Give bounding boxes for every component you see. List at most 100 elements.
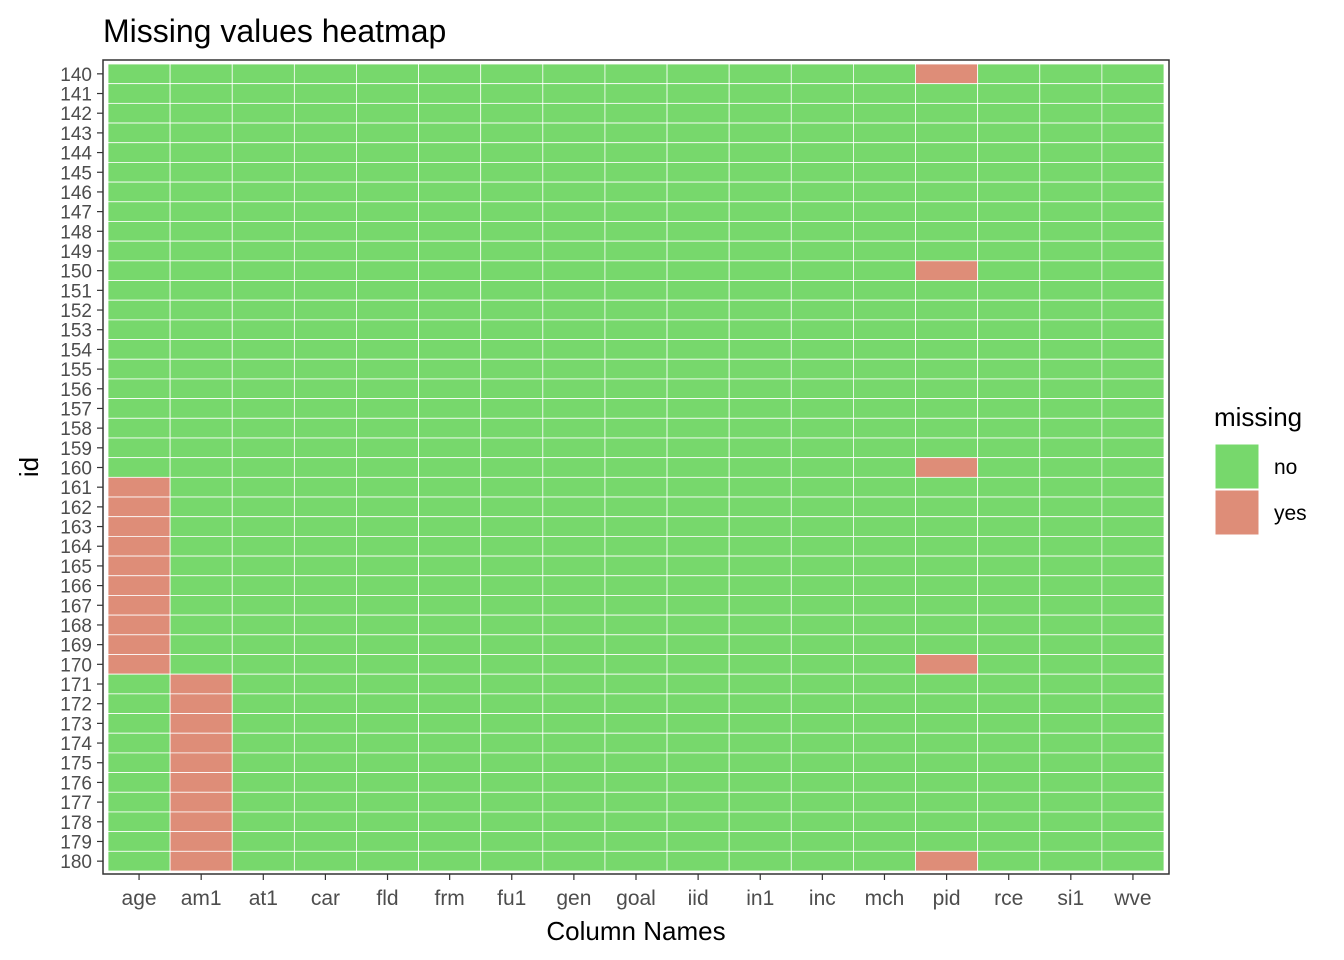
heatmap-cell [480, 181, 544, 203]
heatmap-cell [1039, 614, 1103, 636]
heatmap-cell [169, 260, 233, 281]
heatmap-cell [418, 339, 482, 360]
heatmap-cell [480, 555, 544, 577]
heatmap-cell [480, 732, 544, 754]
heatmap-cell [542, 791, 606, 813]
legend-key-yes [1214, 489, 1260, 536]
heatmap-cell [1101, 693, 1165, 714]
heatmap-cell [666, 240, 730, 262]
heatmap-cell [107, 791, 171, 813]
heatmap-cell [728, 181, 792, 203]
heatmap-cell [977, 398, 1041, 419]
heatmap-cell [1039, 280, 1103, 301]
heatmap-cell [356, 535, 419, 557]
heatmap-cell [728, 831, 792, 852]
heatmap-cell [853, 791, 916, 813]
heatmap-cell [542, 142, 606, 163]
heatmap-cell [107, 516, 171, 537]
heatmap-cell [107, 831, 171, 852]
heatmap-cell [1101, 437, 1165, 459]
heatmap-cell [666, 83, 730, 104]
heatmap-cell [853, 240, 916, 262]
heatmap-cell [293, 398, 357, 419]
heatmap-cell [418, 398, 482, 419]
heatmap-cell [169, 575, 233, 596]
heatmap-cell [915, 772, 979, 793]
heatmap-cell [169, 319, 233, 340]
heatmap-cell [542, 516, 606, 537]
y-tick-label: 148 [60, 222, 92, 243]
heatmap-cell [293, 791, 357, 813]
heatmap-cell [915, 496, 979, 518]
heatmap-cell [1039, 457, 1103, 478]
heatmap-cell [915, 83, 979, 104]
heatmap-cell [728, 437, 792, 459]
heatmap-cell [1039, 634, 1103, 655]
heatmap-cell [853, 693, 916, 714]
heatmap-cell [728, 162, 792, 183]
heatmap-cell [977, 122, 1041, 144]
heatmap-cell [790, 654, 854, 675]
heatmap-cell [107, 260, 171, 281]
heatmap-cell [1101, 339, 1165, 360]
heatmap-cell [356, 299, 419, 321]
heatmap-cell [231, 299, 295, 321]
heatmap-cell [480, 378, 544, 400]
heatmap-cell [604, 83, 668, 104]
heatmap-cell [790, 732, 854, 754]
heatmap-cell [915, 417, 979, 439]
heatmap-cell [293, 122, 357, 144]
heatmap-cell [542, 850, 606, 872]
heatmap-cell [231, 516, 295, 537]
heatmap-cell [604, 417, 668, 439]
heatmap-cell [542, 280, 606, 301]
heatmap-cell [169, 654, 233, 675]
heatmap-cell [107, 83, 171, 104]
heatmap-cell [418, 496, 482, 518]
heatmap-cell [728, 83, 792, 104]
heatmap-cell [480, 299, 544, 321]
heatmap-cell [480, 398, 544, 419]
heatmap-cell [231, 811, 295, 833]
heatmap-cell [107, 713, 171, 734]
heatmap-cell [977, 63, 1041, 85]
heatmap-cell [666, 437, 730, 459]
heatmap-cell [480, 752, 544, 773]
heatmap-cell [356, 575, 419, 596]
heatmap-cell [604, 713, 668, 734]
heatmap-cell [231, 378, 295, 400]
heatmap-cell [169, 63, 233, 85]
heatmap-cell [169, 634, 233, 655]
heatmap-cell [666, 575, 730, 596]
heatmap-cell [604, 614, 668, 636]
y-tick-label: 147 [60, 203, 92, 224]
heatmap-cell [790, 752, 854, 773]
heatmap-cell [293, 535, 357, 557]
heatmap-cell [169, 772, 233, 793]
heatmap-cell [293, 181, 357, 203]
heatmap-cell [977, 378, 1041, 400]
heatmap-cell [107, 555, 171, 577]
heatmap-cell [231, 142, 295, 163]
heatmap-cell [1039, 791, 1103, 813]
heatmap-cell [542, 595, 606, 616]
heatmap-cell [604, 476, 668, 498]
heatmap-cell [915, 811, 979, 833]
heatmap-cell [480, 240, 544, 262]
heatmap-cell [790, 811, 854, 833]
heatmap-cell [542, 831, 606, 852]
heatmap-cell [728, 398, 792, 419]
heatmap-cell [480, 221, 544, 242]
heatmap-cell [231, 693, 295, 714]
heatmap-cell [977, 417, 1041, 439]
heatmap-cell [480, 83, 544, 104]
heatmap-cell [977, 240, 1041, 262]
heatmap-cell [728, 535, 792, 557]
heatmap-cell [231, 476, 295, 498]
heatmap-cell [666, 181, 730, 203]
heatmap-cell [728, 240, 792, 262]
heatmap-cell [666, 122, 730, 144]
heatmap-cell [728, 595, 792, 616]
heatmap-cell [666, 339, 730, 360]
heatmap-cell [728, 319, 792, 340]
